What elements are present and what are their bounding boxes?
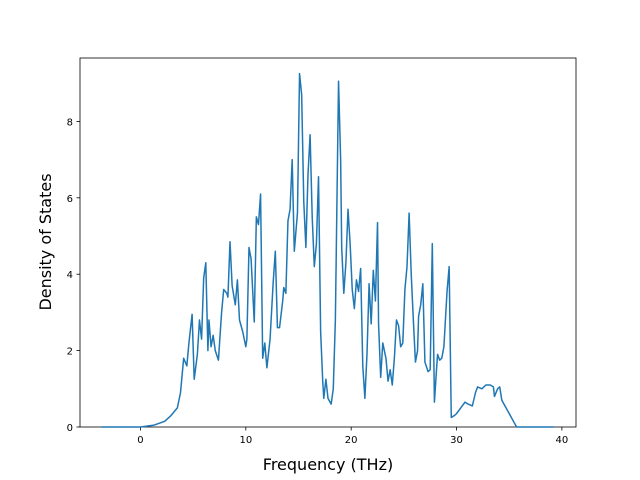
plot-frame xyxy=(79,57,577,428)
y-tick-label: 4 xyxy=(67,270,73,281)
x-tick-label: 0 xyxy=(137,435,143,446)
y-tick-label: 6 xyxy=(67,194,73,205)
x-tick-label: 30 xyxy=(450,435,463,446)
x-tick-label: 10 xyxy=(239,435,252,446)
data-line xyxy=(101,72,554,428)
x-axis-label: Frequency (THz) xyxy=(263,455,393,474)
y-tick-label: 2 xyxy=(67,347,73,358)
x-tick-label: 20 xyxy=(345,435,358,446)
x-tick-label: 40 xyxy=(556,435,569,446)
y-tick-label: 8 xyxy=(67,117,73,128)
y-axis-label: Density of States xyxy=(36,173,55,310)
y-tick-label: 0 xyxy=(67,423,73,434)
